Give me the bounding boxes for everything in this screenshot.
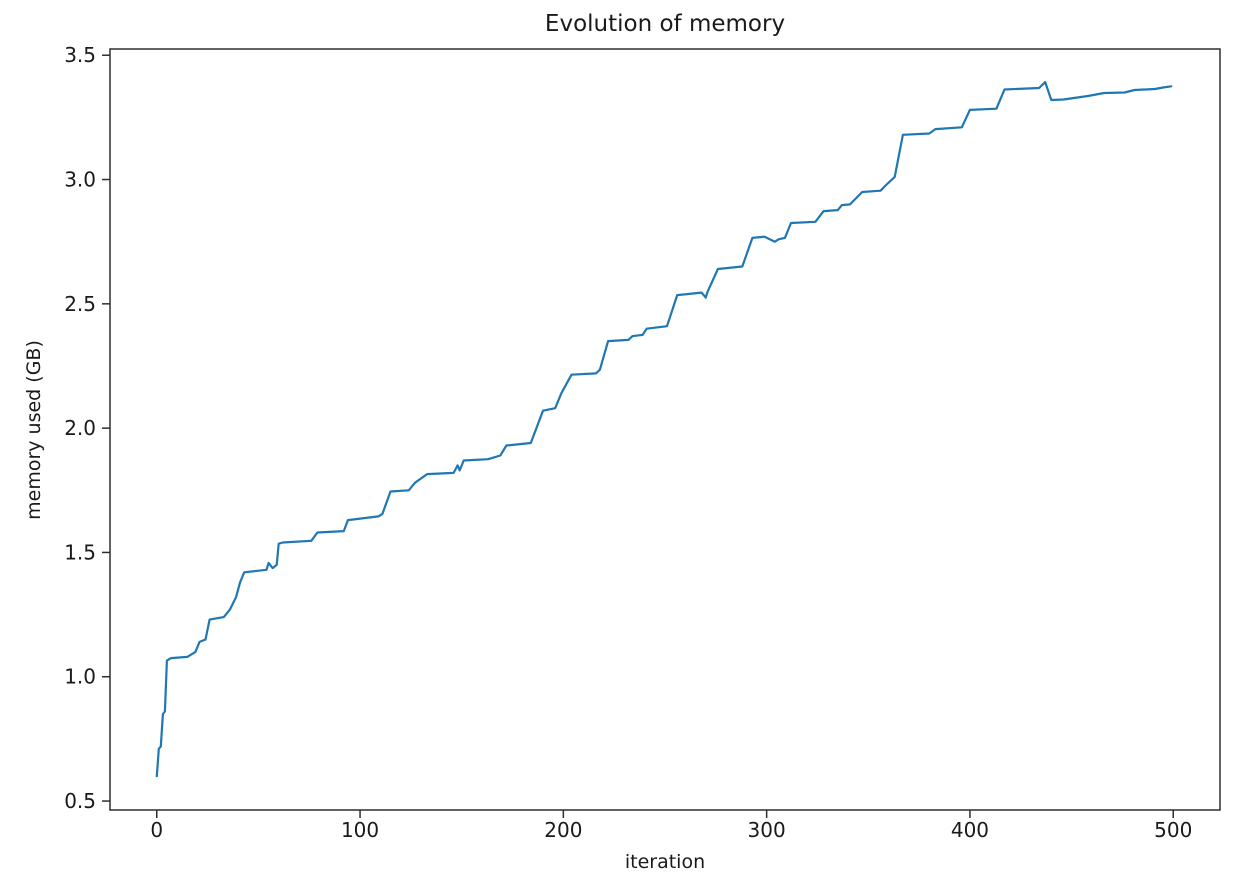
- y-axis-label: memory used (GB): [23, 340, 45, 520]
- y-tick-label: 3.0: [64, 168, 96, 192]
- x-tick-label: 300: [748, 818, 786, 842]
- y-tick-label: 1.0: [64, 665, 96, 689]
- y-tick-label: 0.5: [64, 789, 96, 813]
- y-tick-label: 1.5: [64, 540, 96, 564]
- y-tick-label: 3.5: [64, 43, 96, 67]
- chart-title: Evolution of memory: [545, 11, 785, 37]
- y-tick-label: 2.5: [64, 292, 96, 316]
- x-tick-label: 100: [341, 818, 379, 842]
- y-tick-label: 2.0: [64, 416, 96, 440]
- memory-line: [155, 81, 1173, 778]
- x-tick-label: 0: [150, 818, 163, 842]
- x-tick-label: 500: [1154, 818, 1192, 842]
- x-axis: 0 100 200 300 400 500: [150, 810, 1192, 842]
- x-tick-label: 200: [544, 818, 582, 842]
- plot-area: [109, 48, 1221, 811]
- x-tick-label: 400: [951, 818, 989, 842]
- x-axis-label: iteration: [625, 851, 705, 873]
- y-axis: 0.5 1.0 1.5 2.0 2.5 3.0 3.5: [64, 43, 110, 813]
